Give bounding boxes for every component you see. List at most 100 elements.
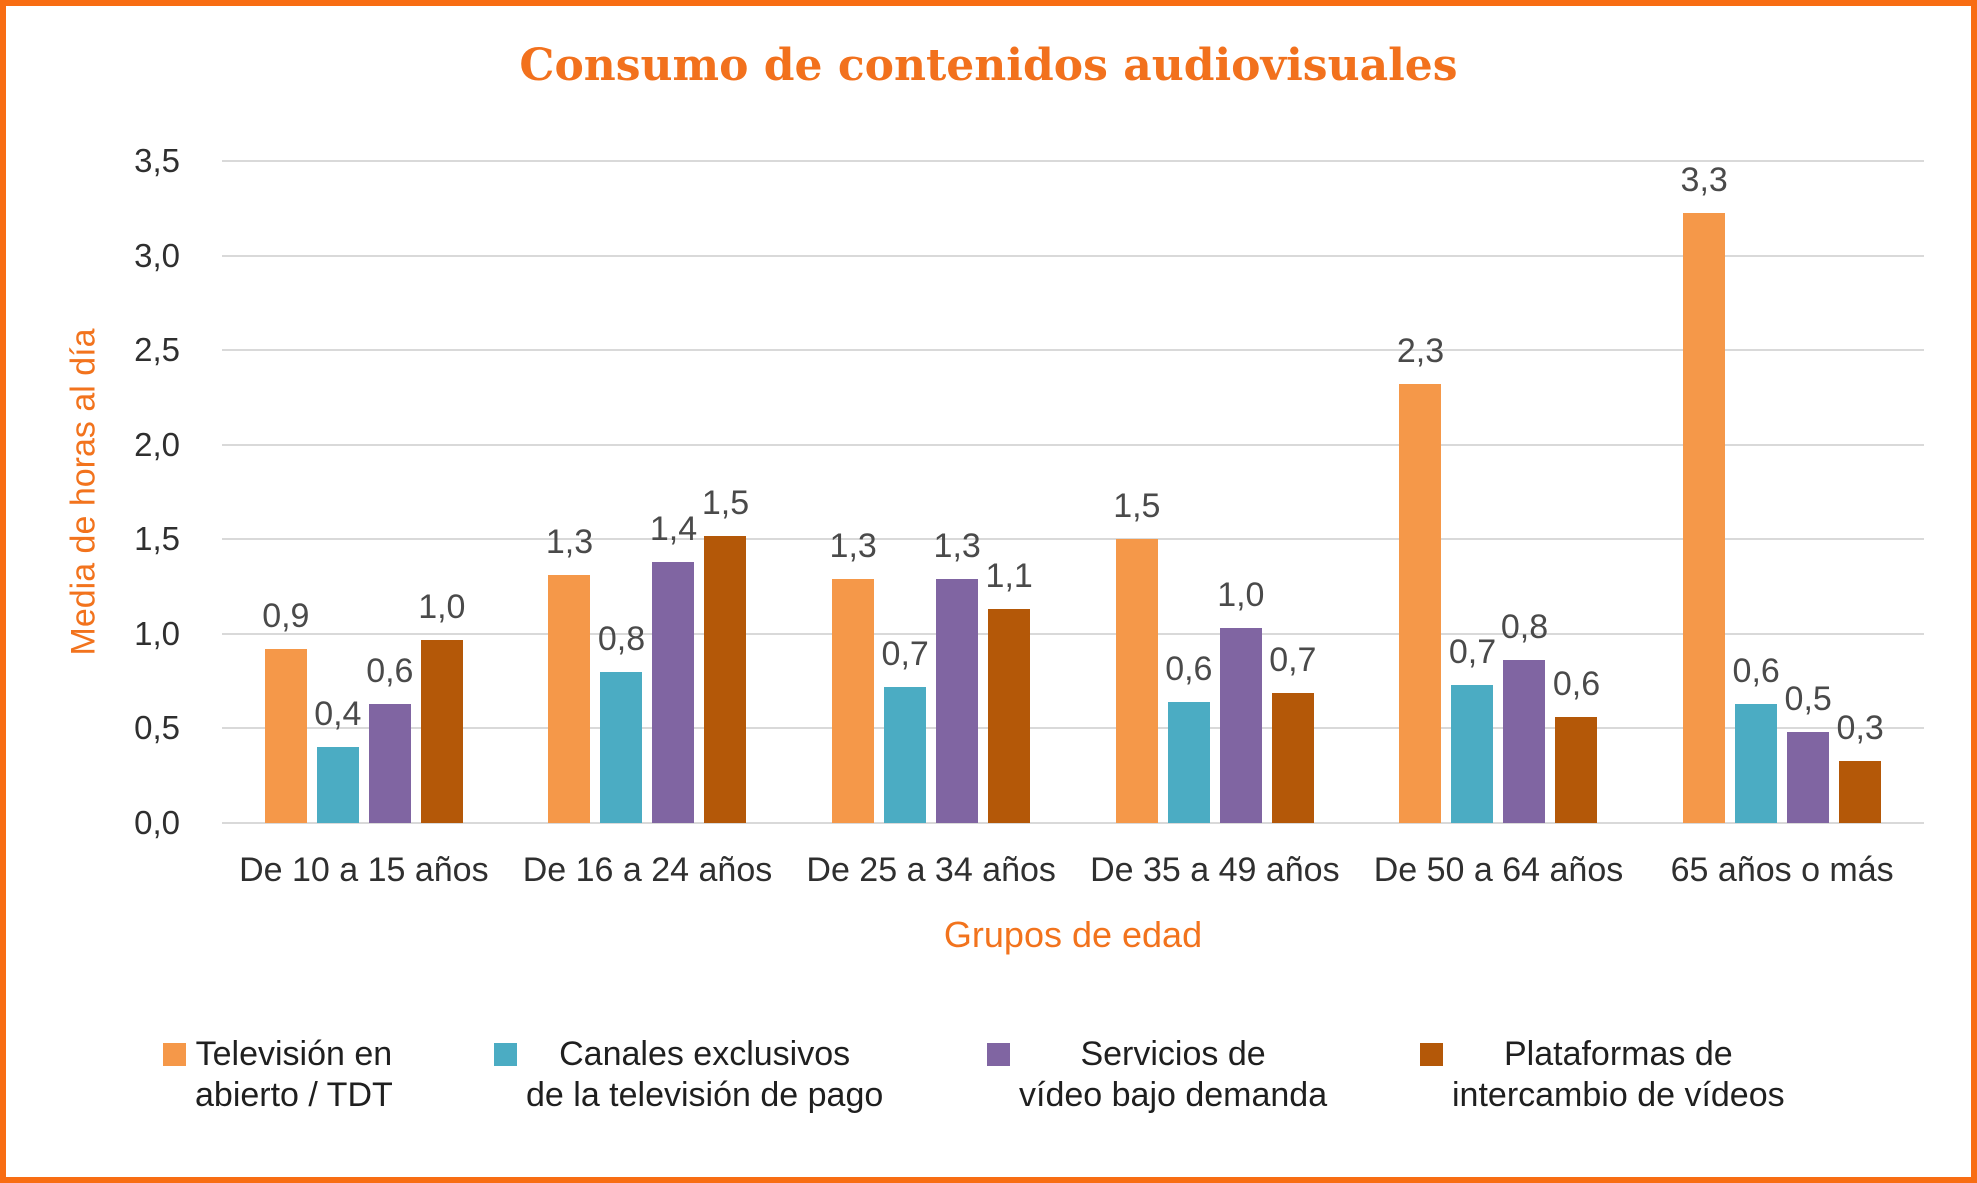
x-tick-label: De 50 a 64 años [1373,851,1624,889]
bar-tv-abierto [1683,213,1726,823]
data-label-tv-pago: 0,8 [597,619,646,658]
gridline [222,443,1924,446]
bar-tv-abierto [832,579,875,823]
data-label-vod: 0,8 [1500,608,1549,647]
data-label-tv-pago: 0,4 [314,695,362,734]
data-label-tv-abierto: 1,3 [545,523,594,562]
legend-label-tv-abierto: Televisión en abierto / TDT [195,1035,393,1114]
bar-video-sharing [1555,717,1598,823]
bar-video-sharing [704,535,747,823]
data-label-tv-abierto: 1,3 [829,527,877,566]
data-label-tv-abierto: 2,3 [1396,332,1445,371]
data-label-vod: 1,4 [649,509,698,548]
legend-item-video-sharing: Plataformas de intercambio de vídeos [1420,1034,1785,1116]
bar-tv-pago [1451,684,1494,823]
legend-swatch-tv-abierto [163,1043,186,1066]
legend-label-vod: Servicios de vídeo bajo demanda [1019,1035,1328,1114]
bar-vod [1787,732,1830,823]
bar-video-sharing [988,609,1031,823]
gridline [222,632,1924,635]
bar-wrap-vod: 0,5 [1784,161,1832,823]
bar-video-sharing [1839,760,1882,823]
data-label-video-sharing: 0,7 [1269,640,1317,679]
legend: Televisión en abierto / TDT Canales exclus… [6,6,1971,1177]
bar-wrap-tv-pago: 0,8 [597,161,646,823]
legend-label-tv-pago: Canales exclusivos de la televisión de pa… [526,1035,884,1114]
bar-group: 1,3 0,7 1,3 1,1 [789,161,1073,823]
legend-item-tv-pago: Canales exclusivos de la televisión de pa… [494,1034,883,1116]
legend-swatch-video-sharing [1420,1043,1443,1066]
bar-vod [936,579,979,823]
bar-tv-pago [316,747,359,823]
bar-wrap-tv-pago: 0,7 [1448,161,1497,823]
bar-wrap-vod: 0,6 [366,161,414,823]
legend-swatch-vod [987,1043,1010,1066]
y-tick-label: 3,0 [134,236,180,274]
bar-wrap-tv-abierto: 2,3 [1396,161,1445,823]
bar-group: 3,3 0,6 0,5 0,3 [1640,161,1924,823]
bar-wrap-tv-abierto: 1,3 [829,161,877,823]
y-tick-label: 3,5 [134,142,180,179]
data-label-tv-abierto: 0,9 [262,597,310,635]
y-tick-label: 0,5 [134,709,180,747]
y-tick-label: 1,0 [134,614,180,652]
bar-tv-pago [1167,701,1210,823]
y-tick-label: 2,0 [134,425,180,463]
bar-wrap-vod: 0,8 [1500,161,1549,823]
bar-wrap-vod: 1,4 [649,161,698,823]
data-label-video-sharing: 1,5 [701,483,750,522]
bar-wrap-tv-pago: 0,6 [1732,161,1780,823]
y-tick-label: 2,5 [134,331,180,369]
gridline [222,727,1924,730]
bar-wrap-video-sharing: 1,1 [985,161,1033,823]
data-label-tv-pago: 0,7 [1448,632,1497,671]
data-label-video-sharing: 1,1 [985,557,1033,596]
bar-wrap-video-sharing: 0,6 [1552,161,1601,823]
bar-video-sharing [1271,692,1314,823]
bar-group: 0,9 0,4 0,6 1,0 [222,161,506,823]
data-label-tv-abierto: 1,5 [1113,487,1161,526]
y-tick-label: 1,5 [134,520,180,558]
bar-wrap-tv-abierto: 3,3 [1680,161,1728,823]
bar-wrap-video-sharing: 0,7 [1269,161,1317,823]
legend-label-video-sharing: Plataformas de intercambio de vídeos [1452,1035,1785,1114]
data-label-video-sharing: 0,3 [1836,708,1884,747]
bar-group: 1,3 0,8 1,4 1,5 [506,161,790,823]
gridline [222,349,1924,352]
bar-wrap-tv-pago: 0,6 [1165,161,1213,823]
bar-group: 2,3 0,7 0,8 0,6 [1357,161,1641,823]
bar-tv-pago [1735,703,1778,823]
data-label-tv-pago: 0,6 [1165,649,1213,688]
gridline [222,254,1924,257]
bar-wrap-vod: 1,3 [933,161,981,823]
bar-tv-abierto [1399,384,1442,823]
gridline [222,160,1924,162]
x-tick-label: De 16 a 24 años [522,851,773,889]
data-label-tv-abierto: 3,3 [1680,161,1728,199]
bar-group: 1,5 0,6 1,0 0,7 [1073,161,1357,823]
data-label-vod: 0,5 [1784,680,1832,719]
legend-item-tv-abierto: Televisión en abierto / TDT [163,1034,393,1116]
data-label-tv-pago: 0,7 [881,634,929,673]
bar-tv-abierto [264,649,307,823]
x-tick-label: De 35 a 49 años [1090,851,1340,889]
bar-tv-pago [884,686,927,823]
x-tick-label: De 10 a 15 años [239,851,489,889]
bar-wrap-tv-abierto: 1,5 [1113,161,1161,823]
data-label-tv-pago: 0,6 [1732,651,1780,690]
data-label-vod: 0,6 [366,651,414,690]
x-axis-title: Grupos de edad [943,914,1203,955]
bar-wrap-video-sharing: 1,0 [418,161,465,823]
legend-item-vod: Servicios de vídeo bajo demanda [987,1034,1327,1116]
data-label-vod: 1,3 [933,527,981,566]
bar-video-sharing [420,639,463,823]
y-tick-label: 0,0 [134,803,180,841]
bar-tv-abierto [548,575,591,823]
plot-area [222,160,1924,824]
legend-swatch-tv-pago [494,1043,517,1066]
data-label-vod: 1,0 [1217,576,1265,615]
bar-wrap-video-sharing: 1,5 [701,161,750,823]
data-label-video-sharing: 0,6 [1552,665,1601,704]
bar-wrap-tv-pago: 0,7 [881,161,929,823]
